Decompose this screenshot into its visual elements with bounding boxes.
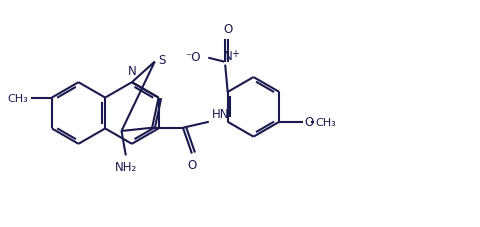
Text: HN: HN	[211, 107, 229, 120]
Text: CH₃: CH₃	[314, 117, 335, 127]
Text: N: N	[223, 50, 232, 63]
Text: O: O	[223, 23, 232, 36]
Text: ⁻O: ⁻O	[184, 51, 200, 64]
Text: O: O	[304, 116, 313, 129]
Text: N: N	[127, 65, 136, 78]
Text: CH₃: CH₃	[8, 93, 28, 103]
Text: S: S	[158, 53, 166, 66]
Text: +: +	[230, 49, 238, 59]
Text: NH₂: NH₂	[114, 161, 137, 174]
Text: O: O	[187, 158, 196, 171]
